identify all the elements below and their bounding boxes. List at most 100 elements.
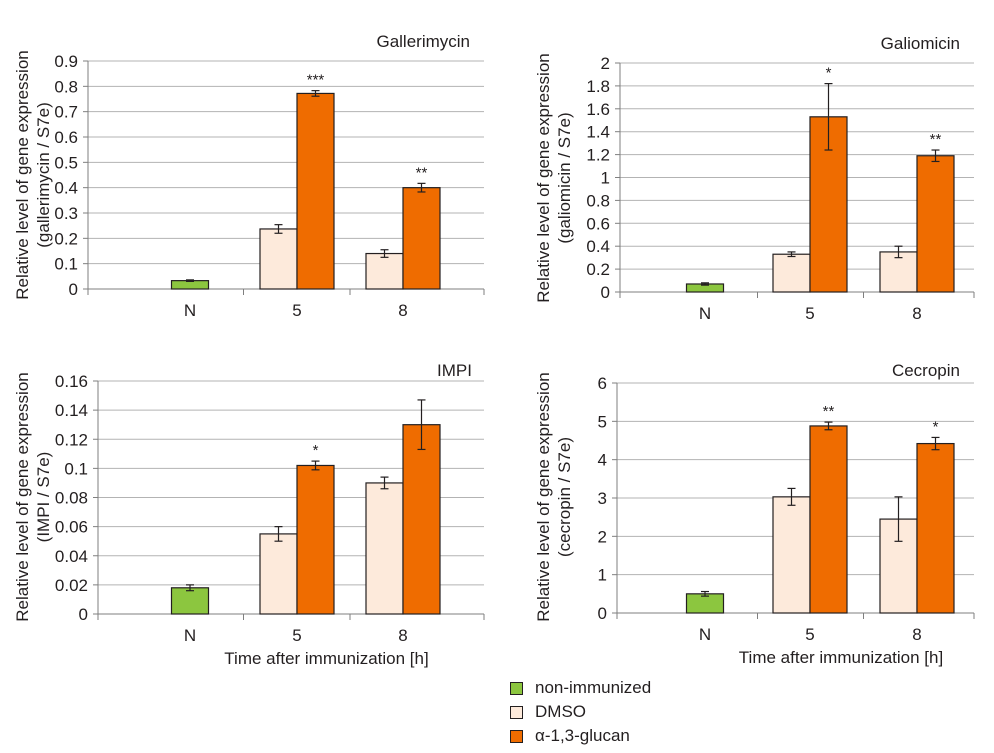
y-tick-label: 0.7 — [54, 103, 78, 122]
y-tick-label: 2 — [601, 54, 610, 73]
y-tick-label: 0 — [598, 604, 607, 623]
significance-label: ** — [416, 164, 428, 181]
chart-title: Cecropin — [892, 361, 960, 380]
y-axis-label-line: Relative level of gene expression — [13, 50, 32, 299]
y-tick-label: 0.8 — [586, 191, 610, 210]
y-axis-label-line: (IMPI / S7e) — [34, 452, 53, 543]
chart-impi: 0 0.02 0.04 0.06 0.08 0.1 0.12 0.14 0.16 N * 5 8 IMPI… — [13, 361, 485, 668]
chart-title: Galiomicin — [881, 34, 960, 53]
y-tick-label: 0.2 — [54, 229, 78, 248]
y-axis-label: Relative level of gene expression (galler… — [13, 50, 53, 299]
bar-1-3-glucan-5 — [809, 425, 848, 614]
y-tick-label: 0.1 — [64, 459, 88, 478]
y-axis-label-line: Relative level of gene expression — [13, 372, 32, 621]
y-tick-label: 4 — [598, 451, 607, 470]
y-tick-label: 3 — [598, 489, 607, 508]
y-tick-label: 0.3 — [54, 204, 78, 223]
y-tick-label: 0.8 — [54, 77, 78, 96]
y-tick-label: 0.14 — [55, 401, 88, 420]
y-tick-label: 0.08 — [55, 489, 88, 508]
chart-cecropin: 0 1 2 3 4 5 6 N ** 5 * 8 Cecropin Relative level of g… — [534, 361, 975, 667]
bar-dmso-5 — [259, 533, 298, 615]
x-axis-title: Time after immunization [h] — [739, 648, 943, 667]
chart-gallerimycin: 0 0.1 0.2 0.3 0.4 0.5 0.6 0.7 0.8 0.9 N *** 5 ** 8 Gall… — [13, 32, 485, 320]
y-axis-label-line: (galiomicin / S7e) — [555, 112, 574, 243]
y-tick-label: 1.6 — [586, 100, 610, 119]
bar-1-3-glucan-8 — [916, 155, 955, 293]
bar-1-3-glucan-8 — [916, 442, 955, 614]
x-tick-label: 5 — [805, 625, 814, 644]
x-tick-label: N — [184, 626, 196, 645]
y-tick-label: 6 — [598, 374, 607, 393]
y-tick-label: 2 — [598, 527, 607, 546]
y-tick-label: 5 — [598, 412, 607, 431]
bar-dmso-5 — [772, 253, 811, 293]
significance-label: * — [933, 418, 939, 435]
significance-label: * — [313, 442, 319, 459]
y-tick-label: 0.4 — [586, 237, 610, 256]
legend-swatch-glucan — [510, 729, 523, 743]
legend-label-non-immunized: non-immunized — [535, 678, 652, 697]
legend: non-immunized DMSO α-1,3-glucan — [510, 676, 770, 748]
chart-galiomicin: 0 0.2 0.4 0.6 0.8 1 1.2 1.4 1.6 1.8 2 N * 5 ** 8 Galiomi… — [534, 34, 975, 323]
y-tick-label: 1 — [598, 566, 607, 585]
x-tick-label: 5 — [292, 626, 301, 645]
y-tick-label: 0.6 — [586, 214, 610, 233]
x-tick-label: 8 — [912, 304, 921, 323]
bar-dmso-8 — [365, 482, 404, 615]
y-tick-label: 0.6 — [54, 128, 78, 147]
x-axis-title: Time after immunization [h] — [224, 649, 428, 668]
bar-1-3-glucan-5 — [296, 464, 335, 615]
y-tick-label: 0.04 — [55, 547, 88, 566]
x-tick-label: 8 — [912, 625, 921, 644]
x-tick-label: N — [699, 625, 711, 644]
y-tick-label: 0 — [601, 283, 610, 302]
x-tick-label: 5 — [292, 301, 301, 320]
significance-label: *** — [307, 72, 325, 89]
y-axis-label-line: (cecropin / S7e) — [555, 437, 574, 557]
y-axis-label-line: Relative level of gene expression — [534, 53, 553, 302]
y-tick-label: 0 — [79, 605, 88, 624]
y-tick-label: 0.1 — [54, 255, 78, 274]
legend-item-glucan: α-1,3-glucan — [510, 724, 770, 748]
y-axis-label-line: (gallerimycin / S7e) — [34, 102, 53, 248]
chart-title: IMPI — [437, 361, 472, 380]
significance-label: ** — [930, 131, 942, 148]
y-tick-label: 0 — [69, 280, 78, 299]
bar-1-3-glucan-8 — [402, 187, 441, 290]
y-tick-label: 0.16 — [55, 372, 88, 391]
legend-item-non-immunized: non-immunized — [510, 676, 770, 700]
legend-label-glucan: α-1,3-glucan — [535, 726, 630, 745]
bar-1-3-glucan-8 — [402, 424, 441, 615]
legend-label-dmso: DMSO — [535, 702, 586, 721]
legend-swatch-dmso — [510, 705, 523, 719]
legend-swatch-non-immunized — [510, 681, 523, 695]
y-axis-label: Relative level of gene expression (galiom… — [534, 53, 574, 302]
y-tick-label: 0.9 — [54, 52, 78, 71]
y-tick-label: 1 — [601, 169, 610, 188]
x-tick-label: 8 — [398, 301, 407, 320]
x-tick-label: N — [184, 301, 196, 320]
y-axis-label-line: Relative level of gene expression — [534, 372, 553, 621]
bar-1-3-glucan-5 — [296, 92, 335, 290]
significance-label: ** — [823, 403, 835, 420]
y-tick-label: 1.4 — [586, 123, 610, 142]
y-tick-label: 0.2 — [586, 260, 610, 279]
y-tick-label: 0.02 — [55, 576, 88, 595]
y-tick-label: 0.06 — [55, 518, 88, 537]
y-tick-label: 1.2 — [586, 146, 610, 165]
significance-label: * — [826, 65, 832, 82]
x-tick-label: 8 — [398, 626, 407, 645]
legend-item-dmso: DMSO — [510, 700, 770, 724]
y-axis-label: Relative level of gene expression (IMPI /… — [13, 372, 53, 621]
bar-dmso-5 — [259, 228, 298, 290]
x-tick-label: N — [699, 304, 711, 323]
bar-dmso-5 — [772, 496, 811, 614]
y-tick-label: 1.8 — [586, 77, 610, 96]
chart-title: Gallerimycin — [376, 32, 470, 51]
y-axis-label: Relative level of gene expression (cecrop… — [534, 372, 574, 621]
bar-non-immunized-n — [170, 587, 210, 615]
bar-dmso-8 — [365, 252, 404, 290]
x-tick-label: 5 — [805, 304, 814, 323]
